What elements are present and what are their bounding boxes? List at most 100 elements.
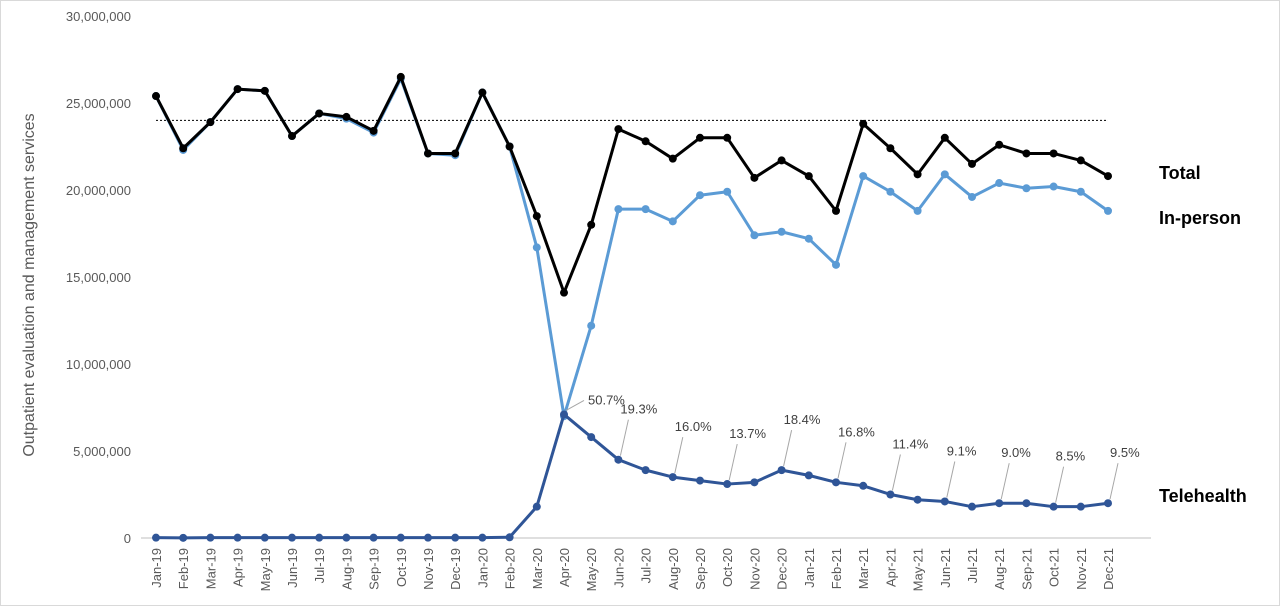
point-total-aug-21	[995, 140, 1004, 149]
point-in-person-jun-20	[614, 205, 623, 214]
x-tick-label-jun-19: Jun-19	[285, 548, 300, 588]
point-total-feb-19	[179, 144, 188, 153]
point-telehealth-mar-20	[532, 502, 541, 511]
point-total-mar-21	[859, 119, 868, 128]
point-in-person-nov-21	[1076, 187, 1085, 196]
point-total-aug-19	[342, 112, 351, 121]
point-total-nov-19	[424, 149, 432, 158]
series-group	[152, 72, 1112, 542]
point-telehealth-may-21	[913, 495, 922, 504]
point-total-dec-20	[777, 156, 786, 165]
point-telehealth-mar-21	[859, 481, 868, 490]
point-total-sep-19	[369, 126, 378, 135]
x-tick-label-may-21: May-21	[911, 548, 926, 591]
x-tick-label-oct-20: Oct-20	[720, 548, 735, 587]
point-telehealth-nov-19	[424, 533, 432, 542]
x-tick-label-aug-19: Aug-19	[339, 548, 354, 590]
point-total-jun-20	[614, 125, 623, 134]
series-line-telehealth	[155, 412, 1109, 540]
annotation-leader-aug-21	[1000, 463, 1010, 500]
x-tick-label-nov-20: Nov-20	[747, 548, 762, 590]
x-tick-label-apr-19: Apr-19	[231, 548, 246, 587]
series-label-total: Total	[1159, 163, 1201, 183]
point-telehealth-mar-19	[206, 533, 215, 542]
x-tick-label-jul-20: Jul-20	[639, 548, 654, 583]
x-tick-label-apr-20: Apr-20	[557, 548, 572, 587]
y-tick-label-10-000-000: 10,000,000	[66, 357, 131, 372]
annotation-label-aug-20: 16.0%	[675, 419, 712, 434]
point-total-mar-20	[532, 212, 541, 221]
series-label-in-person: In-person	[1159, 208, 1241, 228]
point-telehealth-sep-21	[1022, 499, 1031, 508]
point-total-feb-20	[505, 142, 514, 151]
point-total-nov-20	[750, 173, 759, 182]
point-total-jan-21	[804, 172, 813, 181]
annotation-label-jun-21: 9.1%	[947, 443, 977, 458]
x-tick-label-sep-20: Sep-20	[693, 548, 708, 590]
point-telehealth-jun-20	[614, 455, 623, 464]
x-tick-label-dec-19: Dec-19	[448, 548, 463, 590]
x-tick-label-sep-21: Sep-21	[1019, 548, 1034, 590]
point-in-person-apr-21	[886, 187, 895, 196]
point-telehealth-apr-20	[560, 410, 568, 419]
x-tick-label-aug-21: Aug-21	[992, 548, 1007, 590]
point-total-mar-19	[206, 118, 215, 127]
point-in-person-jan-21	[804, 234, 813, 243]
annotation-label-feb-21: 16.8%	[838, 424, 875, 439]
annotation-leader-oct-21	[1055, 466, 1065, 503]
point-telehealth-oct-19	[396, 533, 405, 542]
y-tick-label-5-000-000: 5,000,000	[73, 444, 131, 459]
annotation-leader-dec-21	[1109, 463, 1119, 500]
x-axis: Jan-19 Feb-19 Mar-19 Apr-19 May-19 Jun-19 Jul-…	[141, 537, 1151, 591]
point-total-oct-21	[1049, 149, 1058, 158]
x-tick-label-jan-21: Jan-21	[802, 548, 817, 588]
point-in-person-oct-20	[723, 187, 732, 196]
y-tick-label-30-000-000: 30,000,000	[66, 9, 131, 24]
x-tick-label-mar-20: Mar-20	[530, 548, 545, 589]
point-total-apr-20	[560, 288, 568, 297]
point-in-person-aug-21	[995, 179, 1004, 188]
point-telehealth-aug-20	[668, 473, 677, 482]
point-telehealth-nov-21	[1076, 502, 1085, 511]
y-axis-label: Outpatient evaluation and management ser…	[21, 113, 38, 456]
annotation-label-dec-21: 9.5%	[1110, 445, 1140, 460]
y-tick-label-20-000-000: 20,000,000	[66, 183, 131, 198]
point-in-person-may-21	[913, 206, 922, 215]
point-in-person-may-20	[587, 321, 596, 330]
x-tick-label-oct-21: Oct-21	[1047, 548, 1062, 587]
point-telehealth-feb-20	[505, 533, 514, 542]
point-telehealth-may-19	[260, 533, 269, 542]
point-telehealth-jul-20	[641, 466, 650, 475]
point-telehealth-dec-21	[1104, 499, 1112, 508]
annotation-leader-apr-21	[891, 454, 901, 491]
x-tick-label-may-19: May-19	[258, 548, 273, 591]
point-in-person-oct-21	[1049, 182, 1058, 191]
point-total-may-20	[587, 220, 596, 229]
point-in-person-sep-21	[1022, 184, 1031, 193]
point-telehealth-jul-21	[968, 502, 976, 511]
annotation-leader-aug-20	[674, 436, 684, 474]
point-total-nov-21	[1076, 156, 1085, 165]
x-tick-label-may-20: May-20	[584, 548, 599, 591]
x-tick-label-dec-21: Dec-21	[1101, 548, 1116, 590]
point-telehealth-jan-20	[478, 533, 487, 542]
x-tick-label-jan-19: Jan-19	[149, 548, 164, 588]
point-telehealth-oct-21	[1049, 502, 1058, 511]
annotation-label-apr-21: 11.4%	[892, 437, 928, 452]
y-tick-label-15-000-000: 15,000,000	[66, 270, 131, 285]
x-tick-label-oct-19: Oct-19	[394, 548, 409, 587]
point-total-may-19	[260, 86, 269, 95]
annotation-leader-dec-20	[783, 430, 793, 467]
point-telehealth-apr-19	[233, 533, 242, 542]
point-telehealth-jul-19	[315, 533, 324, 542]
point-in-person-mar-20	[532, 243, 541, 252]
x-tick-label-nov-19: Nov-19	[421, 548, 436, 590]
series-line-total	[154, 75, 1109, 295]
point-in-person-feb-21	[832, 260, 840, 269]
x-tick-label-sep-19: Sep-19	[367, 548, 382, 590]
x-tick-label-feb-20: Feb-20	[503, 548, 518, 589]
point-in-person-aug-20	[668, 217, 677, 226]
x-tick-label-aug-20: Aug-20	[666, 548, 681, 590]
annotation-leader-jun-20	[619, 419, 629, 456]
